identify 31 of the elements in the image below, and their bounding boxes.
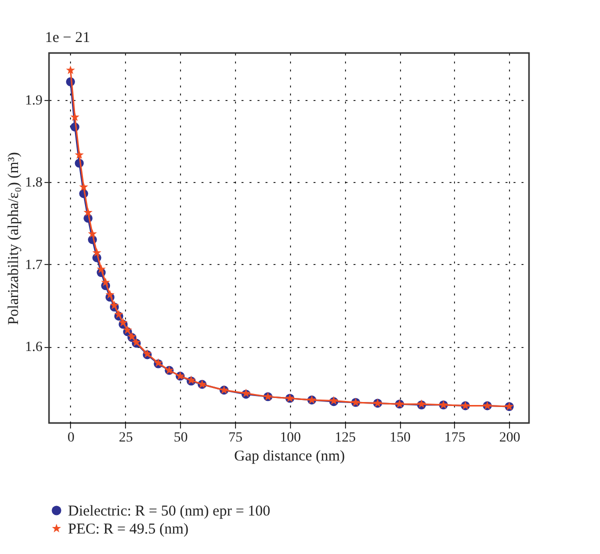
y-tick-label: 1.8 (25, 176, 42, 191)
y-axis-title: Polarizability (alpha/ε₀) (m³) (6, 152, 22, 325)
point (74, 150, 84, 159)
y-tick-label: 1.6 (25, 340, 42, 356)
point (96, 264, 106, 274)
x-tick-label: 0 (68, 430, 74, 446)
point (70, 112, 80, 121)
point (88, 229, 97, 238)
point (66, 66, 76, 74)
x-tick-label: 100 (280, 430, 301, 446)
point (84, 208, 93, 216)
x-axis-title: Gap distance (nm) (234, 448, 345, 464)
point (110, 300, 119, 310)
x-tick-label: 125 (334, 430, 356, 446)
point (123, 325, 132, 334)
point (105, 290, 114, 299)
x-tick-label: 75 (228, 430, 243, 446)
y-tick-label: 1.9 (25, 93, 42, 108)
point (92, 248, 102, 257)
text: 1e − 21 (45, 30, 90, 46)
legend-label: PEC: R = 49.5 (nm) (68, 522, 189, 538)
x-tick-label: 25 (118, 430, 133, 446)
x-tick-label: 50 (174, 430, 188, 446)
x-tick-label: 175 (444, 430, 466, 446)
legend-label: Dielectric: R = 50 (nm) epr = 100 (68, 504, 270, 520)
x-tick-label: 200 (499, 430, 520, 446)
x-tick-label: 150 (390, 430, 411, 446)
point (101, 278, 110, 286)
point (114, 310, 124, 318)
y-tick-label: 1.7 (25, 258, 42, 273)
point (79, 182, 88, 191)
